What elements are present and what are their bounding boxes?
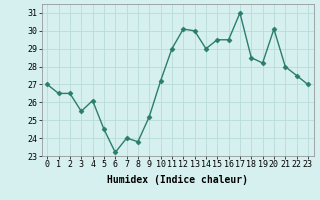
X-axis label: Humidex (Indice chaleur): Humidex (Indice chaleur) <box>107 175 248 185</box>
